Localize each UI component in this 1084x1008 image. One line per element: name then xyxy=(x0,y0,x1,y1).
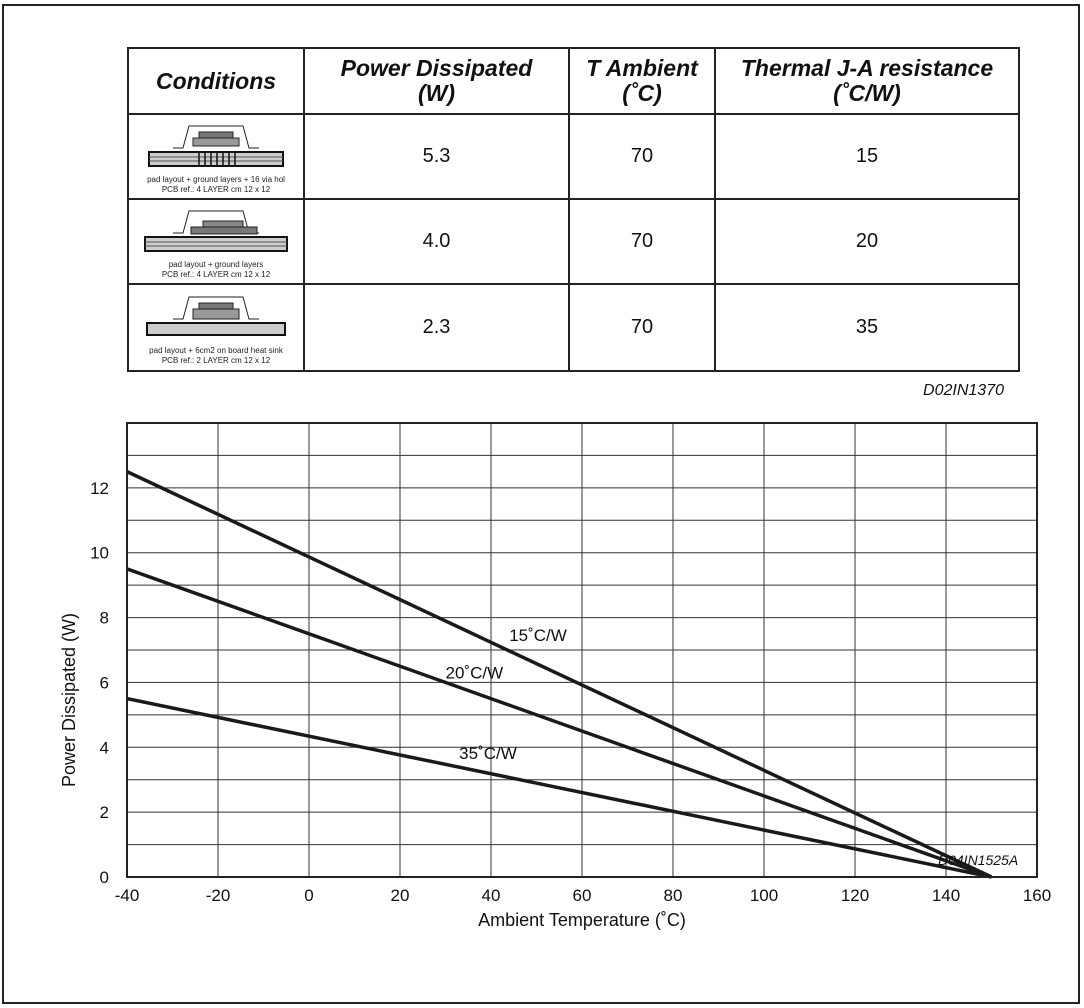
condition-caption: pad layout + ground layers xyxy=(168,260,264,269)
x-tick-label: 40 xyxy=(482,886,501,905)
header-power-dissipated: Power Dissipated (W) xyxy=(303,47,570,115)
x-tick-label: 60 xyxy=(573,886,592,905)
y-tick-label: 8 xyxy=(100,609,109,628)
resistance-value: 35 xyxy=(714,283,1020,372)
x-tick-label: 160 xyxy=(1023,886,1051,905)
y-tick-label: 4 xyxy=(100,738,109,757)
table-header-row: Conditions Power Dissipated (W) T Ambient… xyxy=(127,47,1020,115)
table-row: pad layout + 6cm2 on board heat sink PCB… xyxy=(127,283,1020,372)
power-value: 5.3 xyxy=(303,113,570,200)
y-tick-label: 2 xyxy=(100,803,109,822)
series-label: 15˚C/W xyxy=(509,626,567,645)
chart-series: 15˚C/W 20˚C/W 35˚C/W xyxy=(126,470,993,879)
ambient-value: 70 xyxy=(568,283,716,372)
x-tick-label: 20 xyxy=(391,886,410,905)
chart-ticks: -40 -20 0 20 40 60 80 100 120 140 160 0 2 4 6 8 10 12 xyxy=(90,479,1051,905)
series-label: 20˚C/W xyxy=(446,663,504,682)
x-tick-label: 100 xyxy=(750,886,778,905)
header-conditions: Conditions xyxy=(127,47,305,115)
y-tick-label: 0 xyxy=(100,868,109,887)
power-value: 4.0 xyxy=(303,198,570,285)
ambient-value: 70 xyxy=(568,198,716,285)
table-row: pad layout + ground layers PCB ref.: 4 L… xyxy=(127,198,1020,285)
condition-pcb-ref: PCB ref.: 4 LAYER cm 12 x 12 xyxy=(161,185,271,194)
series-label: 35˚C/W xyxy=(459,744,517,763)
condition-pcb-ref: PCB ref.: 2 LAYER cm 12 x 12 xyxy=(161,356,271,365)
ambient-value: 70 xyxy=(568,113,716,200)
x-tick-label: -20 xyxy=(206,886,231,905)
header-thermal-resistance: Thermal J-A resistance (˚C/W) xyxy=(714,47,1020,115)
series-line-1 xyxy=(126,470,993,879)
x-tick-label: 80 xyxy=(664,886,683,905)
chart-grid xyxy=(127,423,1037,877)
y-tick-label: 6 xyxy=(100,673,109,692)
table-row: pad layout + ground layers + 16 via hol … xyxy=(127,113,1020,200)
y-tick-label: 10 xyxy=(90,544,109,563)
x-axis-label: Ambient Temperature (˚C) xyxy=(478,910,686,930)
y-tick-label: 12 xyxy=(90,479,109,498)
series-line-2 xyxy=(126,567,993,879)
power-value: 2.3 xyxy=(303,283,570,372)
x-tick-label: 0 xyxy=(304,886,313,905)
plot-area xyxy=(126,422,1038,878)
condition-cell: pad layout + 6cm2 on board heat sink PCB… xyxy=(127,283,305,372)
table-reference-code: D02IN1370 xyxy=(923,382,1004,399)
condition-cell: pad layout + ground layers PCB ref.: 4 L… xyxy=(127,198,305,285)
pcb-ground-layers-diagram xyxy=(144,210,288,252)
chart-reference-code: D04IN1525A xyxy=(938,852,1019,868)
figure-frame xyxy=(2,4,1080,1004)
x-tick-label: 120 xyxy=(841,886,869,905)
resistance-value: 20 xyxy=(714,198,1020,285)
header-t-ambient: T Ambient (˚C) xyxy=(568,47,716,115)
series-line-3 xyxy=(126,696,992,879)
thermal-conditions-table: Conditions Power Dissipated (W) T Ambient… xyxy=(127,47,1020,372)
condition-cell: pad layout + ground layers + 16 via hol … xyxy=(127,113,305,200)
y-axis-label: Power Dissipated (W) xyxy=(59,613,79,787)
x-tick-label: 140 xyxy=(932,886,960,905)
x-tick-label: -40 xyxy=(115,886,140,905)
condition-caption: pad layout + 6cm2 on board heat sink xyxy=(149,346,283,355)
pcb-heat-sink-diagram xyxy=(146,296,286,336)
condition-pcb-ref: PCB ref.: 4 LAYER cm 12 x 12 xyxy=(161,270,271,279)
pcb-16-via-diagram xyxy=(148,125,284,167)
condition-caption: pad layout + ground layers + 16 via hol xyxy=(147,175,285,184)
resistance-value: 15 xyxy=(714,113,1020,200)
